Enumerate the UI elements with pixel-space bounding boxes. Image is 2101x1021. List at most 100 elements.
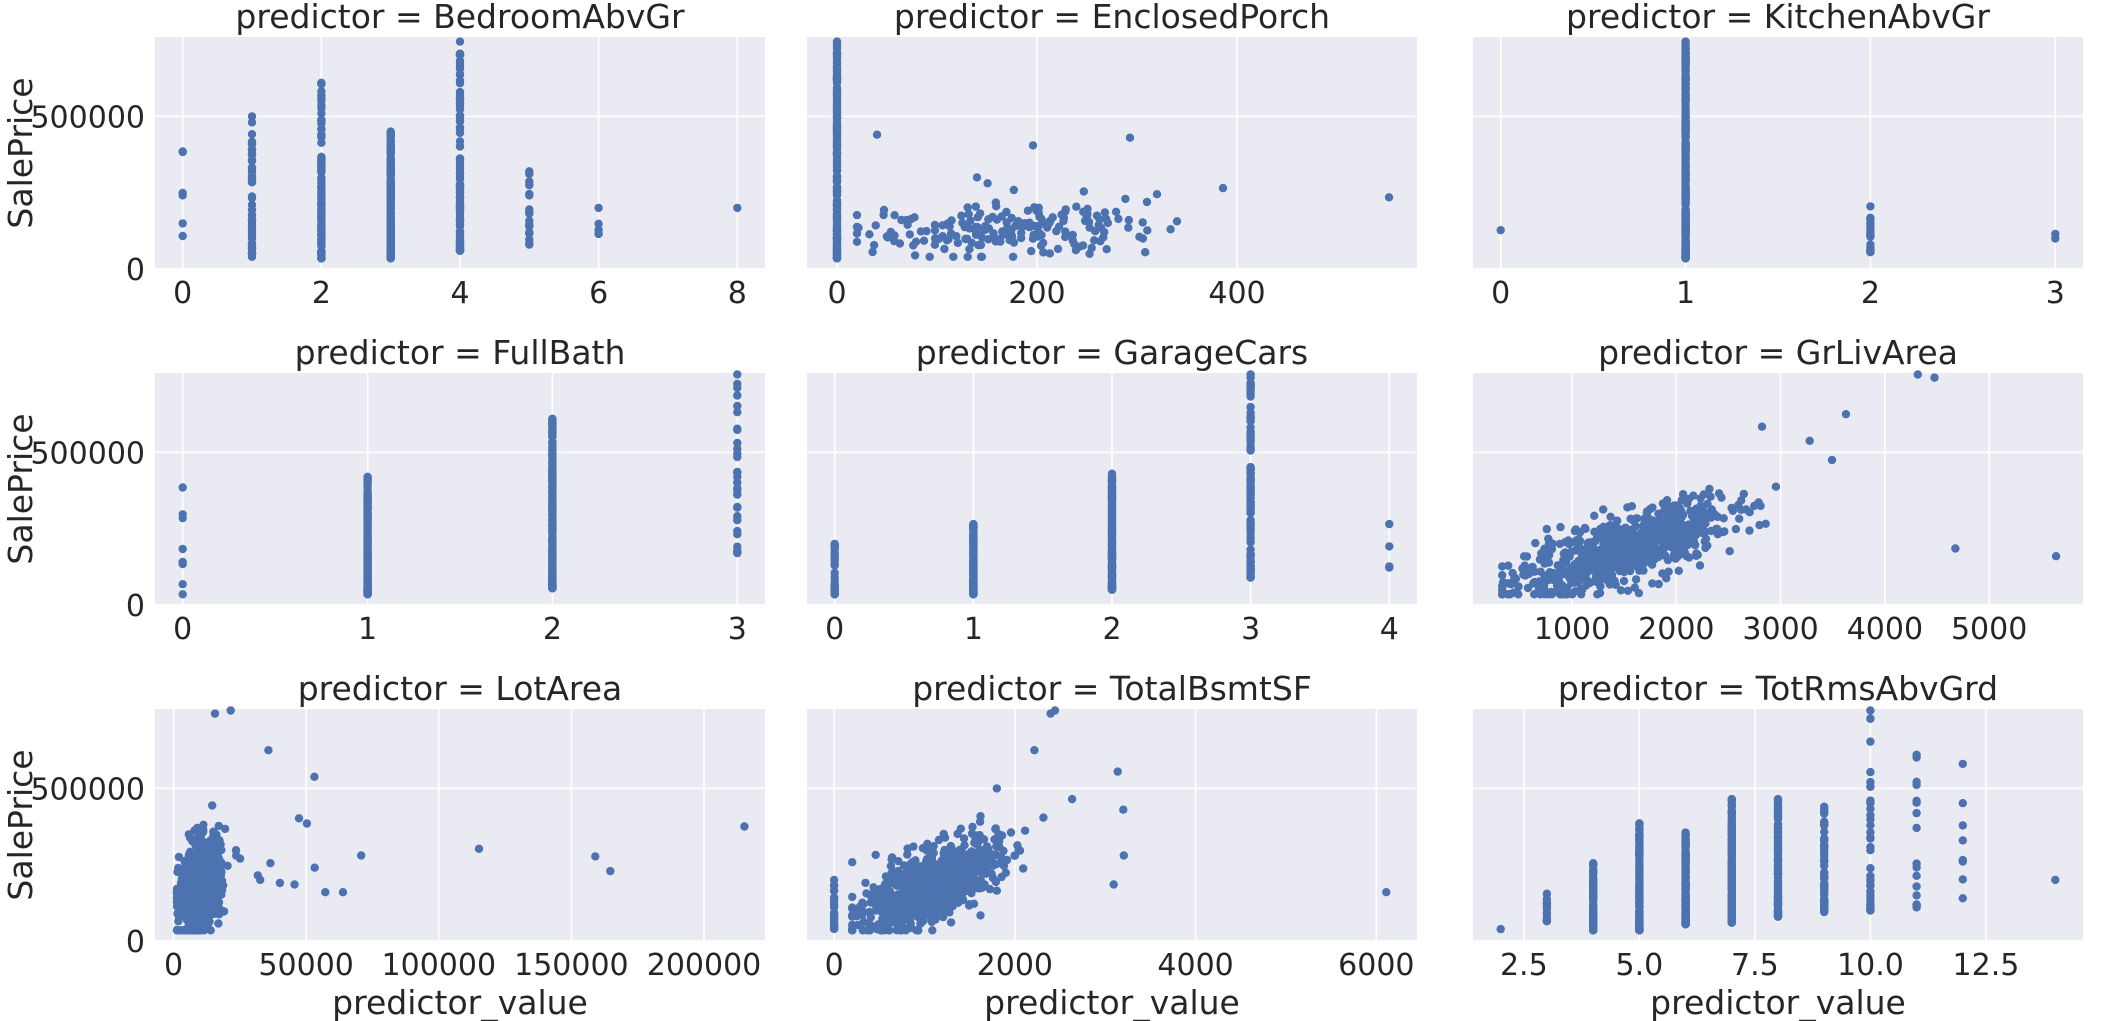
data-point	[455, 88, 465, 97]
data-point	[832, 142, 842, 152]
data-point	[905, 230, 914, 239]
data-point	[733, 452, 742, 462]
data-point	[1032, 206, 1041, 215]
data-point	[1107, 532, 1117, 542]
data-point	[1681, 214, 1690, 223]
data-point	[310, 772, 319, 781]
x-tick-label: 5000	[1951, 612, 2027, 647]
data-point	[196, 829, 206, 839]
data-point	[1681, 44, 1690, 54]
data-point	[1681, 226, 1690, 236]
data-point	[1675, 513, 1685, 523]
x-tick-label: 1000	[1534, 612, 1610, 647]
data-point	[893, 912, 902, 921]
data-point	[455, 128, 465, 138]
data-point	[954, 874, 963, 884]
data-point	[1039, 248, 1048, 257]
data-point	[1152, 190, 1162, 199]
data-point	[733, 391, 742, 400]
data-point	[832, 230, 842, 239]
data-point	[1124, 223, 1133, 232]
data-point	[455, 37, 465, 46]
data-point	[1661, 570, 1670, 579]
data-point	[1642, 507, 1652, 516]
data-point	[525, 205, 534, 214]
data-point	[1737, 505, 1746, 514]
data-point	[1565, 540, 1574, 549]
data-point	[317, 220, 326, 230]
data-point	[317, 124, 326, 134]
data-point	[909, 896, 919, 905]
data-point	[952, 232, 961, 241]
x-tick-label: 4	[450, 276, 469, 311]
data-point	[848, 912, 857, 921]
x-tick-label: 0	[825, 948, 844, 983]
data-point	[1082, 210, 1091, 220]
data-point	[869, 240, 879, 250]
data-point	[1572, 536, 1581, 545]
data-point	[1632, 558, 1642, 567]
data-point	[310, 863, 319, 872]
data-point	[1119, 851, 1129, 860]
data-point	[247, 130, 257, 139]
data-point	[1745, 526, 1754, 535]
data-point	[2051, 552, 2061, 561]
data-point	[911, 237, 921, 246]
data-point	[591, 852, 600, 861]
data-point	[317, 109, 326, 118]
panel-title: predictor = GrLivArea	[1598, 333, 1958, 372]
data-point	[208, 904, 218, 913]
data-point	[1589, 561, 1598, 570]
data-point	[1602, 548, 1612, 557]
data-point	[832, 182, 842, 191]
data-point	[455, 70, 465, 79]
x-tick-label: 2	[1102, 612, 1121, 647]
data-point	[1143, 226, 1152, 235]
data-point	[1675, 537, 1685, 547]
data-point	[830, 559, 839, 569]
data-point	[1107, 542, 1117, 551]
x-tick-label: 1	[1676, 276, 1695, 311]
data-point	[988, 212, 997, 222]
data-point	[455, 237, 465, 247]
data-point	[1599, 505, 1608, 514]
data-point	[548, 446, 557, 456]
data-point	[918, 844, 928, 853]
x-tick-label: 2	[1861, 276, 1880, 311]
data-point	[1014, 218, 1024, 227]
data-point	[969, 526, 978, 535]
panel-title: predictor = FullBath	[295, 333, 626, 372]
data-point	[919, 236, 929, 245]
data-point	[1617, 546, 1626, 555]
data-point	[1568, 590, 1577, 599]
data-point	[832, 148, 842, 157]
data-point	[474, 844, 484, 853]
data-point	[991, 824, 1000, 834]
data-point	[1023, 206, 1033, 215]
data-point	[1554, 570, 1564, 579]
data-point	[207, 857, 216, 867]
x-tick-label: 150000	[514, 948, 629, 983]
data-point	[1246, 464, 1255, 473]
data-point	[1731, 524, 1741, 534]
data-point	[1578, 585, 1587, 594]
data-point	[1107, 519, 1117, 528]
data-point	[1007, 232, 1017, 241]
data-point	[363, 480, 372, 489]
data-point	[971, 834, 980, 843]
x-axis-label: predictor_value	[332, 983, 588, 1021]
data-point	[1522, 552, 1532, 561]
data-point	[2051, 229, 2060, 239]
data-point	[985, 848, 994, 857]
data-point	[1006, 828, 1016, 837]
data-point	[1660, 550, 1669, 560]
data-point	[338, 888, 348, 897]
data-point	[830, 587, 839, 596]
data-point	[1246, 508, 1255, 517]
data-point	[1046, 709, 1055, 718]
data-point	[1246, 561, 1255, 570]
data-point	[832, 159, 842, 169]
data-point	[1683, 499, 1692, 508]
